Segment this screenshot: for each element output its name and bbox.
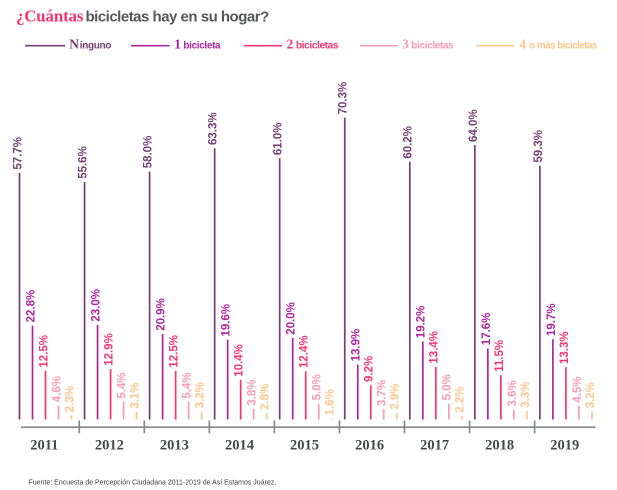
svg-text:2.9%: 2.9% bbox=[390, 383, 402, 409]
svg-text:¿Cuántas: ¿Cuántas bbox=[16, 7, 84, 26]
svg-text:10.4%: 10.4% bbox=[234, 344, 246, 377]
svg-text:22.8%: 22.8% bbox=[25, 290, 37, 323]
svg-text:2.8%: 2.8% bbox=[260, 384, 272, 410]
svg-text:4: 4 bbox=[519, 36, 526, 51]
svg-text:5.4%: 5.4% bbox=[182, 372, 194, 398]
svg-text:3.2%: 3.2% bbox=[585, 382, 597, 408]
svg-text:2013: 2013 bbox=[160, 438, 189, 454]
svg-text:5.4%: 5.4% bbox=[116, 372, 128, 398]
svg-text:60.2%: 60.2% bbox=[403, 126, 415, 159]
svg-text:3.1%: 3.1% bbox=[129, 382, 141, 408]
svg-text:20.0%: 20.0% bbox=[286, 302, 298, 335]
svg-text:3.3%: 3.3% bbox=[520, 382, 532, 408]
svg-text:12.5%: 12.5% bbox=[38, 335, 50, 368]
svg-text:2014: 2014 bbox=[225, 438, 254, 454]
svg-text:4.6%: 4.6% bbox=[51, 376, 63, 402]
svg-text:55.6%: 55.6% bbox=[77, 146, 89, 179]
svg-text:2017: 2017 bbox=[420, 438, 449, 454]
svg-text:9.2%: 9.2% bbox=[364, 356, 376, 382]
svg-text:3.7%: 3.7% bbox=[377, 380, 389, 406]
svg-text:4.5%: 4.5% bbox=[572, 376, 584, 402]
svg-text:2015: 2015 bbox=[290, 438, 319, 454]
svg-text:1: 1 bbox=[174, 36, 181, 51]
svg-text:20.9%: 20.9% bbox=[156, 298, 168, 331]
svg-text:12.5%: 12.5% bbox=[169, 335, 181, 368]
svg-text:2011: 2011 bbox=[30, 438, 58, 454]
svg-text:13.9%: 13.9% bbox=[351, 329, 363, 362]
svg-text:13.4%: 13.4% bbox=[429, 331, 441, 364]
svg-text:2012: 2012 bbox=[95, 438, 124, 454]
svg-text:2.2%: 2.2% bbox=[455, 386, 467, 412]
svg-text:12.9%: 12.9% bbox=[103, 333, 115, 366]
svg-text:3.8%: 3.8% bbox=[247, 379, 259, 405]
svg-text:3.6%: 3.6% bbox=[507, 380, 519, 406]
svg-text:13.3%: 13.3% bbox=[559, 331, 571, 364]
svg-text:11.5%: 11.5% bbox=[494, 340, 506, 372]
svg-text:19.6%: 19.6% bbox=[221, 304, 233, 337]
svg-text:5.0%: 5.0% bbox=[312, 374, 324, 400]
svg-text:bicicleta: bicicleta bbox=[183, 40, 221, 51]
svg-text:2019: 2019 bbox=[550, 438, 579, 454]
svg-text:2018: 2018 bbox=[485, 438, 514, 454]
svg-text:3: 3 bbox=[402, 36, 409, 51]
svg-text:59.3%: 59.3% bbox=[533, 130, 545, 163]
svg-text:Fuente: Encuesta de Percepción: Fuente: Encuesta de Percepción Ciudadana… bbox=[29, 479, 277, 486]
svg-text:bicicletas hay en su hogar?: bicicletas hay en su hogar? bbox=[86, 9, 270, 26]
svg-text:17.6%: 17.6% bbox=[481, 313, 493, 346]
svg-text:bicicletas: bicicletas bbox=[411, 40, 454, 51]
svg-text:19.2%: 19.2% bbox=[416, 306, 428, 339]
svg-text:2: 2 bbox=[287, 36, 294, 51]
svg-text:inguno: inguno bbox=[80, 40, 111, 51]
svg-text:2016: 2016 bbox=[355, 438, 384, 454]
svg-text:1.6%: 1.6% bbox=[325, 389, 337, 415]
svg-text:bicicletas: bicicletas bbox=[296, 40, 339, 51]
svg-text:58.0%: 58.0% bbox=[143, 136, 155, 169]
svg-text:3.2%: 3.2% bbox=[195, 382, 207, 408]
svg-text:70.3%: 70.3% bbox=[338, 82, 350, 115]
svg-text:61.0%: 61.0% bbox=[273, 122, 285, 155]
svg-text:19.7%: 19.7% bbox=[546, 303, 558, 336]
svg-text:N: N bbox=[69, 36, 79, 51]
svg-text:23.0%: 23.0% bbox=[90, 289, 102, 322]
svg-text:57.7%: 57.7% bbox=[12, 137, 24, 170]
svg-text:64.0%: 64.0% bbox=[468, 109, 480, 142]
svg-text:2.3%: 2.3% bbox=[64, 386, 76, 412]
svg-text:12.4%: 12.4% bbox=[299, 335, 311, 368]
svg-text:5.0%: 5.0% bbox=[442, 374, 454, 400]
svg-text:63.3%: 63.3% bbox=[208, 112, 220, 145]
svg-text:o más bicicletas: o más bicicletas bbox=[529, 40, 598, 51]
